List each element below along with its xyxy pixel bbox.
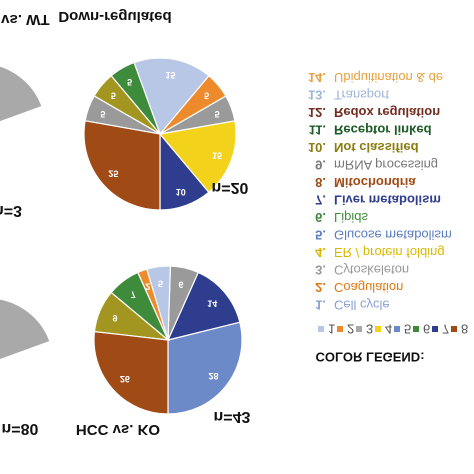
legend-swatch-2 bbox=[337, 326, 343, 332]
bottom-center-slice-label-2: 15 bbox=[212, 150, 222, 160]
bottom-left-caption: KO vs. WT bbox=[0, 11, 50, 28]
bottom-left-slice-1 bbox=[0, 62, 43, 130]
legend-item-number-8: 8. bbox=[315, 175, 326, 190]
legend-item-number-4: 4. bbox=[315, 245, 326, 260]
legend-item-label-1: Cell cycle bbox=[334, 298, 390, 313]
legend-item-label-3: Cytoskeleton bbox=[334, 263, 409, 278]
legend-item-label-8: Mitochondria bbox=[334, 175, 416, 190]
bottom-center-slice-9 bbox=[83, 120, 161, 211]
legend-title: COLOR LEGEND: bbox=[315, 350, 424, 365]
top-center-slice-label-6: 7 bbox=[131, 290, 136, 300]
top-center-slice-2 bbox=[166, 271, 241, 341]
legend-item-label-2: Coagulation bbox=[334, 280, 403, 295]
bottom-left-n-label: n=3 bbox=[0, 202, 22, 219]
legend-item-number-3: 3. bbox=[315, 263, 326, 278]
legend-item-number-9: 9. bbox=[315, 158, 326, 173]
legend-item-number-14: 14. bbox=[308, 70, 326, 85]
bottom-center-slice-5 bbox=[133, 57, 210, 136]
legend-swatch-label-1: 1 bbox=[328, 322, 335, 337]
legend-item-number-13: 13. bbox=[308, 88, 326, 103]
legend-item-number-5: 5. bbox=[315, 228, 326, 243]
legend-swatch-7 bbox=[432, 326, 438, 332]
bottom-center-slice-label-5: 15 bbox=[166, 70, 176, 80]
bottom-center-caption: Down-regulated bbox=[58, 8, 171, 25]
legend-item-label-9: mRNA processing bbox=[334, 158, 438, 173]
legend-item-label-10: Not classified bbox=[334, 140, 419, 155]
legend-swatch-1 bbox=[318, 326, 324, 332]
top-center-slice-1 bbox=[167, 321, 243, 415]
bottom-center-slice-label-8: 5 bbox=[100, 109, 105, 119]
legend-swatch-3 bbox=[356, 326, 362, 332]
legend-swatch-label-4: 4 bbox=[385, 322, 392, 337]
top-center-slice-label-2: 14 bbox=[207, 299, 217, 309]
top-center-slice-label-1: 28 bbox=[208, 371, 218, 381]
top-center-slice-label-4: 5 bbox=[158, 278, 163, 288]
top-left-n-label: n=80 bbox=[2, 420, 39, 437]
legend-item-label-7: Liver metabolism bbox=[334, 193, 441, 208]
bottom-center-slice-label-4: 5 bbox=[204, 91, 209, 101]
legend-item-number-7: 7. bbox=[315, 193, 326, 208]
legend-item-label-6: Lipids bbox=[334, 210, 368, 225]
legend-swatch-label-6: 6 bbox=[423, 322, 430, 337]
legend-swatch-label-8: 8 bbox=[461, 322, 468, 337]
legend-item-number-10: 10. bbox=[308, 140, 326, 155]
legend-swatch-5 bbox=[394, 326, 400, 332]
legend-swatch-label-7: 7 bbox=[442, 322, 449, 337]
legend-item-label-14: Ubiquitination & de bbox=[334, 70, 443, 85]
bottom-center-slice-label-9: 25 bbox=[108, 169, 118, 179]
top-center-caption: HCC vs. KO bbox=[76, 421, 161, 438]
bottom-center-slice-label-3: 5 bbox=[215, 109, 220, 119]
bottom-center-n-label: n=20 bbox=[212, 179, 249, 196]
legend-swatch-label-2: 2 bbox=[347, 322, 354, 337]
legend-item-number-12: 12. bbox=[308, 105, 326, 120]
legend-swatch-label-3: 3 bbox=[366, 322, 373, 337]
legend-item-number-1: 1. bbox=[315, 298, 326, 313]
legend-item-number-2: 2. bbox=[315, 280, 326, 295]
legend-swatch-4 bbox=[375, 326, 381, 332]
bottom-center-slice-2 bbox=[158, 120, 237, 194]
top-center-slice-label-5: 2 bbox=[145, 282, 150, 292]
top-center-slice-label-3: 6 bbox=[178, 279, 183, 289]
legend-item-label-5: Glucose metabolism bbox=[334, 228, 452, 243]
bottom-center-slice-label-6: 5 bbox=[127, 77, 132, 87]
legend-swatch-label-5: 5 bbox=[404, 322, 411, 337]
legend-swatch-6 bbox=[413, 326, 419, 332]
top-left-slice-1 bbox=[0, 297, 51, 365]
legend-item-number-11: 11. bbox=[309, 123, 326, 138]
legend-item-label-11: Receptor linked bbox=[334, 123, 432, 138]
top-center-slice-label-7: 9 bbox=[112, 313, 117, 323]
bottom-center-slice-label-7: 5 bbox=[111, 91, 116, 101]
legend-item-label-12: Redox regulation bbox=[334, 105, 440, 120]
top-center-slice-label-8: 26 bbox=[120, 374, 130, 384]
legend-item-label-4: ER / protein folding bbox=[334, 245, 445, 260]
legend-item-label-13: Transport bbox=[334, 88, 390, 103]
top-center-slice-8 bbox=[93, 330, 169, 415]
top-center-n-label: n=43 bbox=[214, 408, 251, 425]
legend-item-number-6: 6. bbox=[315, 210, 326, 225]
legend-swatch-8 bbox=[451, 326, 457, 332]
bottom-center-slice-label-1: 10 bbox=[176, 187, 186, 197]
